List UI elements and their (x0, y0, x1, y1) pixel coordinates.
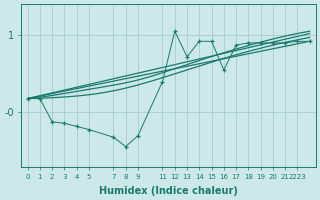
X-axis label: Humidex (Indice chaleur): Humidex (Indice chaleur) (99, 186, 238, 196)
